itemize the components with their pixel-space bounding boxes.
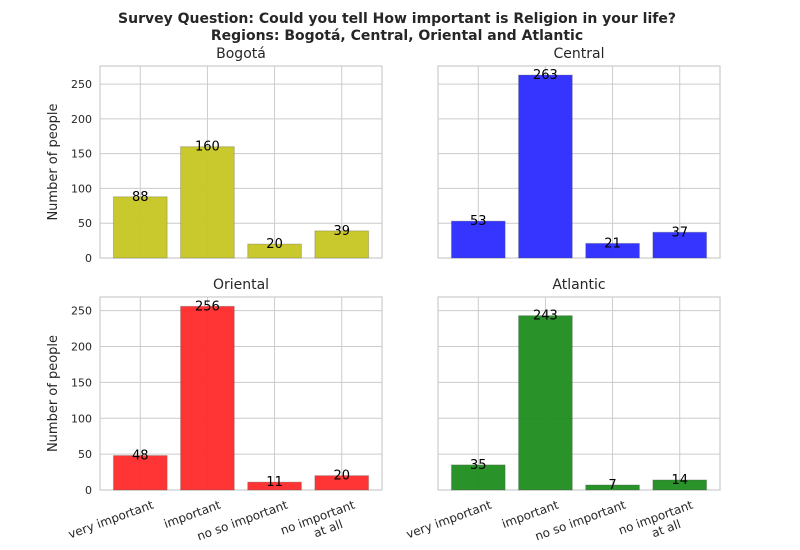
- bar: [585, 484, 640, 491]
- value-label: 11: [266, 475, 283, 490]
- x-tick-label: very important: [66, 498, 155, 542]
- y-tick-label: 100: [71, 412, 92, 425]
- figure-title: Survey Question: Could you tell How impo…: [118, 11, 676, 27]
- bar: [518, 315, 573, 491]
- bar: [314, 475, 370, 491]
- bar: [180, 146, 235, 259]
- bar: [652, 231, 708, 259]
- value-label: 35: [470, 458, 487, 473]
- y-tick-label: 250: [71, 78, 92, 91]
- subplot-title: Bogotá: [216, 46, 266, 62]
- value-label: 263: [533, 68, 558, 83]
- subplot-title: Atlantic: [552, 277, 605, 293]
- y-tick-label: 150: [71, 376, 92, 389]
- bar: [112, 455, 168, 491]
- y-tick-label: 50: [78, 448, 92, 461]
- value-label: 20: [333, 469, 350, 484]
- y-axis-label: Number of people: [46, 103, 61, 220]
- y-axis-label: Number of people: [46, 335, 61, 452]
- value-label: 21: [604, 236, 621, 251]
- bar: [652, 479, 708, 491]
- bar: [112, 196, 168, 259]
- subplot-title: Oriental: [213, 277, 269, 293]
- value-label: 256: [195, 299, 220, 314]
- plot-area: [437, 296, 721, 491]
- x-tick-label: no importantat all: [617, 498, 700, 550]
- value-label: 243: [533, 309, 558, 324]
- subplot-title: Central: [554, 46, 605, 62]
- y-tick-label: 200: [71, 113, 92, 126]
- value-label: 160: [195, 140, 220, 155]
- y-tick-label: 50: [78, 217, 92, 230]
- x-tick-label: very important: [404, 498, 493, 542]
- bar: [314, 230, 370, 259]
- y-tick-label: 0: [85, 484, 92, 497]
- value-label: 37: [671, 225, 688, 240]
- y-tick-label: 250: [71, 305, 92, 318]
- y-tick-label: 0: [85, 252, 92, 265]
- bar: [450, 220, 506, 259]
- bar: [585, 242, 640, 259]
- value-label: 48: [132, 449, 149, 464]
- y-tick-label: 100: [71, 182, 92, 195]
- y-tick-label: 200: [71, 341, 92, 354]
- y-tick-label: 150: [71, 148, 92, 161]
- value-label: 39: [333, 224, 350, 239]
- bar: [180, 305, 235, 491]
- value-label: 14: [671, 473, 688, 488]
- bar: [518, 74, 573, 259]
- bar: [247, 481, 302, 491]
- bar: [450, 464, 506, 491]
- figure-subtitle: Regions: Bogotá, Central, Oriental and A…: [211, 28, 583, 44]
- x-tick-label: no importantat all: [279, 498, 362, 550]
- value-label: 20: [266, 237, 283, 252]
- value-label: 88: [132, 190, 149, 205]
- value-label: 53: [470, 214, 487, 229]
- value-label: 7: [608, 478, 616, 493]
- bar: [247, 243, 302, 259]
